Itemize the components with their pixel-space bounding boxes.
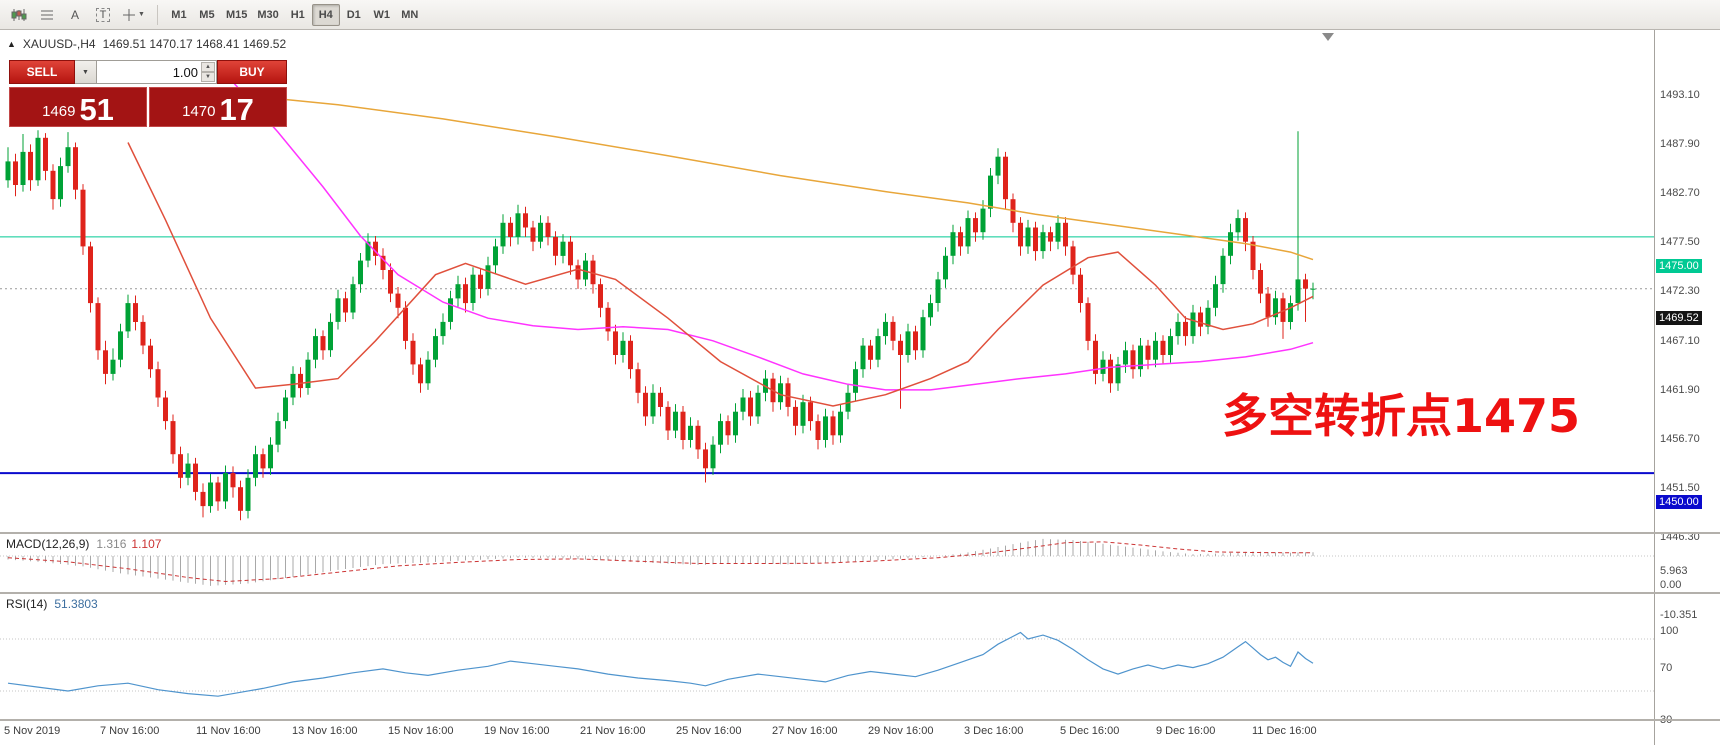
rsi-value: 51.3803 (54, 597, 98, 611)
time-tick: 27 Nov 16:00 (772, 725, 838, 737)
volume-input[interactable] (97, 61, 216, 83)
price-tick: 1472.30 (1660, 285, 1700, 297)
letter-t-icon: T (95, 7, 111, 22)
text-object-button[interactable]: T (90, 4, 116, 26)
price-tick: 1467.10 (1660, 335, 1700, 347)
time-tick: 19 Nov 16:00 (484, 725, 550, 737)
text-annotation-button[interactable]: A (62, 4, 88, 26)
price-tick: 1487.90 (1660, 138, 1700, 150)
volume-field-wrap: ▲ ▼ (97, 60, 217, 84)
macd-axis-tick: 5.963 (1660, 565, 1688, 577)
buy-button[interactable]: BUY (217, 60, 287, 84)
rsi-pane-canvas[interactable] (0, 594, 1654, 719)
pane-splitter-timeaxis[interactable] (0, 719, 1720, 721)
time-tick: 7 Nov 16:00 (100, 725, 160, 737)
macd-pane-label: MACD(12,26,9) 1.316 1.107 (6, 537, 161, 551)
time-tick: 11 Dec 16:00 (1252, 725, 1317, 737)
one-click-trading-toggle[interactable]: ▲ (7, 39, 16, 49)
ask-main: 1470 (182, 103, 216, 120)
ask-price-box[interactable]: 1470 17 (149, 87, 287, 127)
tf-m5-button[interactable]: M5 (199, 8, 215, 21)
chart-shift-marker[interactable] (1322, 33, 1334, 41)
time-tick: 25 Nov 16:00 (676, 725, 742, 737)
chart-annotation-text[interactable]: 多空转折点1475 (1222, 389, 1581, 443)
price-tick: 1456.70 (1660, 433, 1700, 445)
rsi-axis-tick: 100 (1660, 625, 1679, 637)
price-axis[interactable]: 1493.10 1487.90 1482.70 1477.50 1472.30 1467.… (1654, 30, 1720, 745)
toolbar-separator (156, 4, 158, 25)
price-row: 1469 51 1470 17 (9, 87, 287, 127)
toolbar: A T ▼ M1 M5 M15 M30 H1 H4 D1 W1 MN (0, 0, 1720, 30)
time-tick: 29 Nov 16:00 (868, 725, 934, 737)
time-tick: 13 Nov 16:00 (292, 725, 358, 737)
tf-m15-button[interactable]: M15 (225, 8, 248, 21)
tf-h4-button[interactable]: H4 (311, 3, 340, 26)
symbol-timeframe-label: XAUUSD-,H4 (22, 37, 96, 51)
bid-main: 1469 (42, 103, 76, 120)
volume-stepper: ▲ ▼ (201, 62, 215, 82)
chevron-down-icon: ▼ (82, 68, 89, 76)
time-tick: 21 Nov 16:00 (580, 725, 646, 737)
bar-chart-icon (11, 8, 27, 21)
time-axis[interactable]: 5 Nov 2019 7 Nov 16:00 11 Nov 16:00 13 Nov … (0, 721, 1654, 745)
tf-mn-button[interactable]: MN (401, 8, 419, 21)
volume-dropdown-button[interactable]: ▼ (75, 60, 97, 84)
main-chart-canvas[interactable] (0, 30, 1654, 532)
chart-type-button[interactable] (6, 4, 32, 26)
time-tick: 5 Dec 16:00 (1060, 725, 1120, 737)
bid-pips: 51 (79, 92, 114, 127)
tf-h1-button[interactable]: H1 (290, 8, 305, 21)
crosshair-icon (123, 8, 135, 21)
macd-signal-value: 1.107 (131, 537, 162, 551)
price-tick: 1451.50 (1660, 482, 1700, 494)
rsi-name: RSI(14) (6, 597, 48, 611)
sell-button[interactable]: SELL (9, 60, 75, 84)
stepper-up-icon[interactable]: ▲ (201, 62, 215, 72)
macd-axis-tick: 0.00 (1660, 579, 1682, 591)
pane-splitter-macd[interactable] (0, 532, 1720, 534)
macd-name: MACD(12,26,9) (6, 537, 90, 551)
bid-price-box[interactable]: 1469 51 (9, 87, 147, 127)
indicator-list-button[interactable] (34, 4, 60, 26)
timeframe-bar: M1 M5 M15 M30 H1 H4 D1 W1 MN (165, 3, 424, 26)
macd-pane-canvas[interactable] (0, 534, 1654, 592)
price-tick: 1493.10 (1660, 89, 1700, 101)
time-tick: 3 Dec 16:00 (964, 725, 1024, 737)
rsi-axis-tick: 70 (1660, 662, 1673, 674)
hline-price-label: 1450.00 (1656, 495, 1702, 509)
tf-w1-button[interactable]: W1 (373, 8, 391, 21)
macd-axis-tick: -10.351 (1660, 609, 1698, 621)
price-tick: 1482.70 (1660, 187, 1700, 199)
list-lines-icon (41, 10, 53, 19)
cursor-tool-button[interactable]: ▼ (118, 4, 150, 26)
tf-m30-button[interactable]: M30 (257, 8, 279, 21)
price-tick: 1461.90 (1660, 384, 1700, 396)
one-click-trading-panel: SELL ▼ ▲ ▼ BUY 1469 51 1470 17 (9, 60, 287, 127)
order-row: SELL ▼ ▲ ▼ BUY (9, 60, 287, 84)
tf-d1-button[interactable]: D1 (346, 8, 361, 21)
chart-ohlc-header: ▲ XAUUSD-,H4 1469.51 1470.17 1468.41 146… (7, 37, 286, 51)
ohlc-values: 1469.51 1470.17 1468.41 1469.52 (102, 37, 287, 51)
price-tick: 1446.30 (1660, 531, 1700, 543)
time-tick: 5 Nov 2019 (4, 725, 61, 737)
pane-splitter-rsi[interactable] (0, 592, 1720, 594)
time-tick: 15 Nov 16:00 (388, 725, 454, 737)
tf-m1-button[interactable]: M1 (171, 8, 187, 21)
time-tick: 11 Nov 16:00 (196, 725, 261, 737)
current-price-label: 1469.52 (1656, 311, 1702, 325)
stepper-down-icon[interactable]: ▼ (201, 72, 215, 82)
letter-a-icon: A (70, 7, 79, 22)
hline-price-label: 1475.00 (1656, 259, 1702, 273)
time-tick: 9 Dec 16:00 (1156, 725, 1216, 737)
macd-main-value: 1.316 (96, 537, 127, 551)
price-tick: 1477.50 (1660, 236, 1700, 248)
ask-pips: 17 (219, 92, 254, 127)
chevron-down-icon: ▼ (138, 11, 145, 18)
rsi-pane-label: RSI(14) 51.3803 (6, 597, 98, 611)
